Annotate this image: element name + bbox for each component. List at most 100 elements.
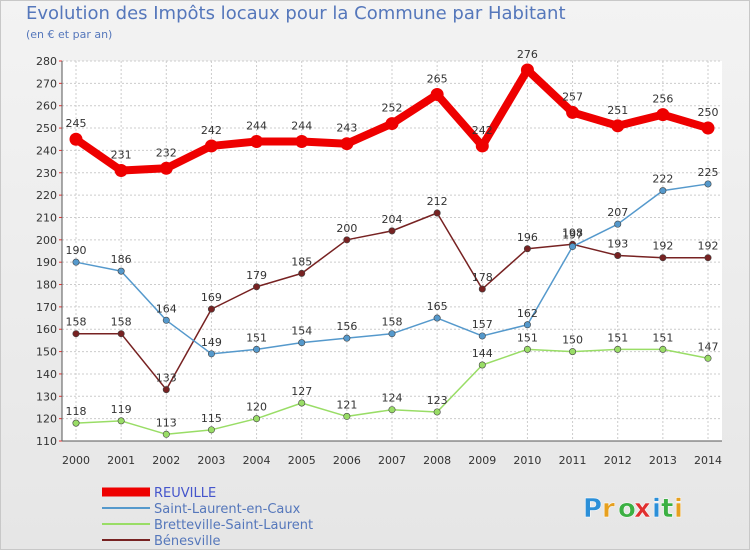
data-label: 150 (562, 334, 583, 347)
data-label: 158 (66, 316, 87, 329)
logo-letter: i (652, 494, 661, 524)
y-tick-label: 200 (36, 234, 57, 247)
data-label: 118 (66, 405, 87, 418)
y-tick-label: 150 (36, 346, 57, 359)
series-point-0 (656, 108, 670, 122)
data-label: 252 (382, 102, 403, 115)
data-label: 151 (246, 331, 267, 344)
data-label: 200 (336, 222, 357, 235)
y-tick-label: 240 (36, 144, 57, 157)
x-tick-label: 2001 (107, 454, 135, 467)
x-tick-label: 2003 (197, 454, 225, 467)
data-label: 212 (427, 195, 448, 208)
data-label: 147 (698, 340, 719, 353)
y-tick-label: 230 (36, 167, 57, 180)
x-tick-label: 2011 (559, 454, 587, 467)
legend: REUVILLESaint-Laurent-en-CauxBretteville… (102, 486, 313, 549)
series-point-3 (117, 330, 125, 338)
x-tick-label: 2009 (468, 454, 496, 467)
data-label: 162 (517, 307, 538, 320)
data-label: 154 (291, 325, 312, 338)
data-label: 115 (201, 412, 222, 425)
data-label: 124 (382, 392, 403, 405)
series-point-3 (704, 254, 712, 262)
series-point-1 (298, 339, 306, 347)
series-point-2 (478, 361, 486, 369)
series-point-3 (614, 251, 622, 259)
y-tick-label: 120 (36, 413, 57, 426)
y-tick-label: 130 (36, 390, 57, 403)
data-label: 245 (66, 117, 87, 130)
y-tick-label: 260 (36, 100, 57, 113)
data-label: 197 (562, 229, 583, 242)
series-point-0 (250, 134, 264, 148)
series-point-2 (704, 354, 712, 362)
x-tick-label: 2004 (243, 454, 271, 467)
data-label: 244 (246, 119, 267, 132)
series-point-1 (523, 321, 531, 329)
series-point-2 (388, 406, 396, 414)
logo-letter: t (661, 494, 673, 524)
y-tick-label: 220 (36, 189, 57, 202)
series-point-1 (117, 267, 125, 275)
legend-label: Saint-Laurent-en-Caux (154, 502, 301, 517)
x-tick-label: 2000 (62, 454, 90, 467)
series-point-3 (253, 283, 261, 291)
series-point-3 (433, 209, 441, 217)
series-point-0 (159, 161, 173, 175)
data-label: 251 (607, 104, 628, 117)
series-point-1 (388, 330, 396, 338)
x-tick-label: 2010 (513, 454, 541, 467)
y-tick-label: 190 (36, 256, 57, 269)
series-point-0 (611, 119, 625, 133)
x-tick-label: 2012 (604, 454, 632, 467)
y-tick-label: 180 (36, 279, 57, 292)
series-point-0 (114, 164, 128, 178)
data-label: 144 (472, 347, 493, 360)
data-label: 225 (698, 166, 719, 179)
x-tick-label: 2006 (333, 454, 361, 467)
y-tick-label: 210 (36, 211, 57, 224)
series-point-0 (520, 63, 534, 77)
series-point-1 (207, 350, 215, 358)
data-label: 222 (652, 173, 673, 186)
data-label: 244 (291, 119, 312, 132)
data-label: 196 (517, 231, 538, 244)
series-point-1 (704, 180, 712, 188)
logo-letter: i (674, 494, 683, 524)
series-point-2 (162, 430, 170, 438)
data-label: 157 (472, 318, 493, 331)
x-tick-label: 2013 (649, 454, 677, 467)
series-point-1 (433, 314, 441, 322)
series-point-1 (659, 187, 667, 195)
series-point-2 (569, 348, 577, 356)
y-tick-label: 270 (36, 77, 57, 90)
x-tick-label: 2005 (288, 454, 316, 467)
data-label: 119 (111, 403, 132, 416)
data-label: 192 (698, 240, 719, 253)
data-label: 123 (427, 394, 448, 407)
series-point-0 (430, 88, 444, 102)
legend-label: Bénesville (154, 534, 220, 549)
data-labels: 245 231 232 242 244 244 243 252 265 242 276 257 251 2… (66, 48, 719, 429)
data-label: 204 (382, 213, 403, 226)
series-point-2 (117, 417, 125, 425)
series-point-3 (207, 305, 215, 313)
series-point-1 (569, 243, 577, 251)
series-point-1 (253, 345, 261, 353)
y-tick-label: 170 (36, 301, 57, 314)
logo-letter: P (583, 494, 602, 524)
series-point-1 (72, 258, 80, 266)
logo-letter: r (602, 494, 615, 524)
series-point-1 (614, 220, 622, 228)
data-label: 151 (607, 331, 628, 344)
data-label: 127 (291, 385, 312, 398)
x-tick-label: 2008 (423, 454, 451, 467)
data-label: 231 (111, 149, 132, 162)
data-label: 133 (156, 372, 177, 385)
logo-letter: o (618, 494, 636, 524)
series-point-2 (523, 345, 531, 353)
legend-label: REUVILLE (154, 486, 216, 501)
